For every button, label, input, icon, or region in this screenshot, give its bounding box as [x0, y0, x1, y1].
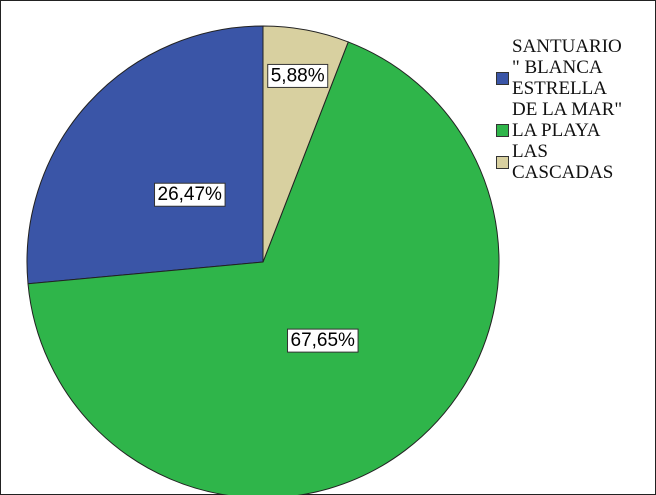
- legend-swatch: [496, 124, 509, 137]
- data-label-text: 5,88%: [271, 65, 325, 86]
- legend-swatch: [496, 155, 509, 169]
- data-label: 5,88%: [267, 63, 329, 88]
- data-label-box: [154, 182, 226, 207]
- data-label: 26,47%: [154, 182, 226, 207]
- data-label-text: 67,65%: [291, 330, 356, 351]
- data-label-text: 26,47%: [158, 184, 223, 205]
- legend-label: LAS CASCADAS: [512, 141, 614, 183]
- data-label-box: [287, 328, 359, 353]
- legend-swatch: [496, 71, 509, 85]
- pie-slice: [27, 41, 500, 495]
- data-label-box: [267, 63, 329, 88]
- legend-item: SANTUARIO " BLANCA ESTRELLA DE LA MAR": [496, 36, 622, 120]
- pie-slice: [26, 25, 264, 285]
- legend-label: SANTUARIO " BLANCA ESTRELLA DE LA MAR": [512, 36, 623, 120]
- data-label: 67,65%: [287, 328, 359, 353]
- legend-item: LAS CASCADAS: [496, 141, 622, 183]
- legend: SANTUARIO " BLANCA ESTRELLA DE LA MAR" LA…: [496, 36, 622, 183]
- legend-item: LA PLAYA: [496, 120, 622, 141]
- legend-label: LA PLAYA: [512, 120, 601, 141]
